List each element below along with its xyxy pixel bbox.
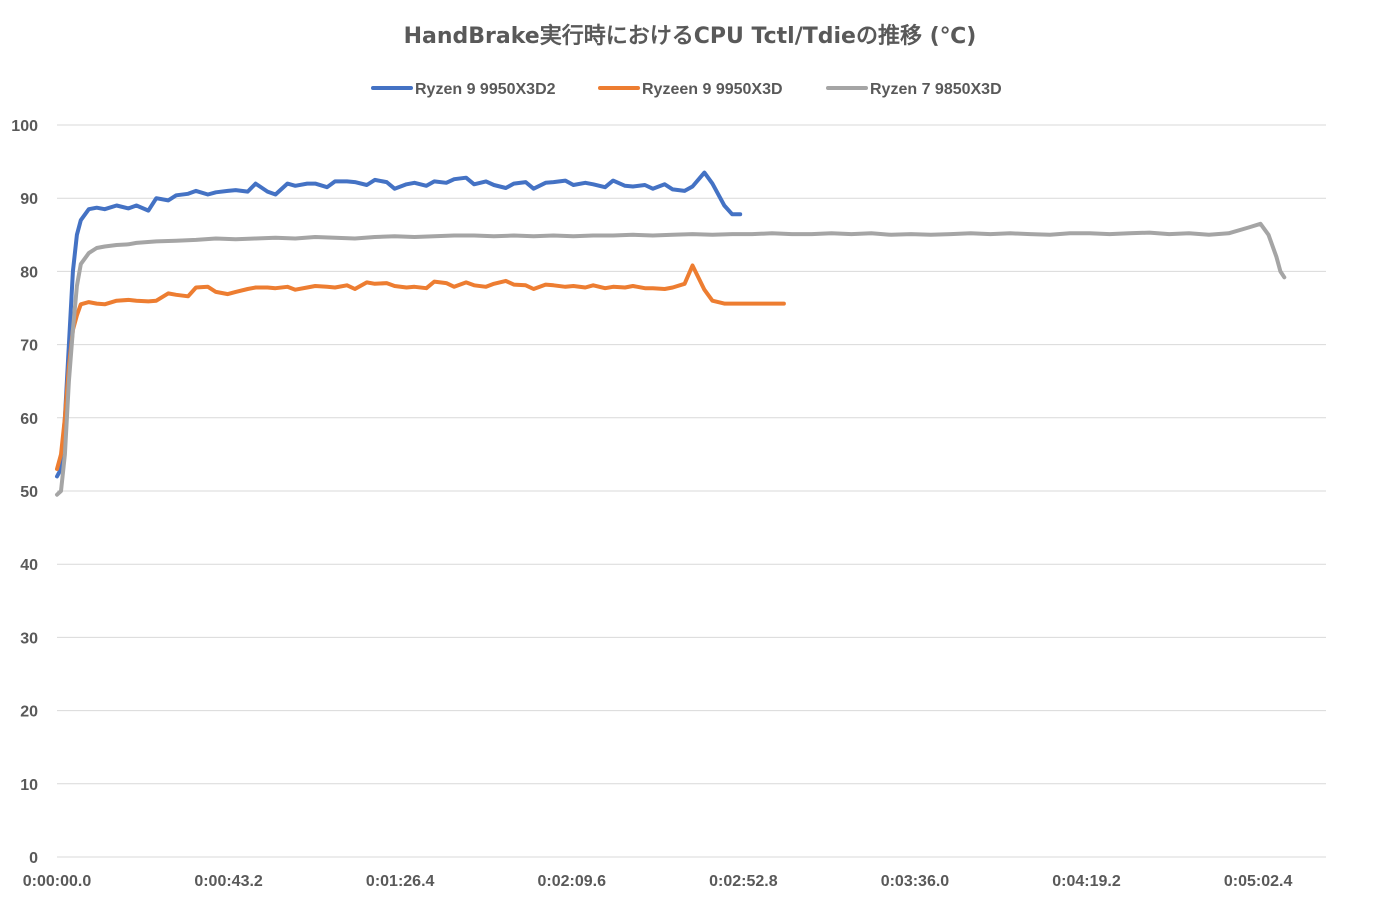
x-tick-label: 0:02:09.6 [538,873,607,890]
legend: Ryzen 9 9950X3D2 Ryzeen 9 9950X3D Ryzen 7 … [371,81,1002,98]
series-line [55,263,786,471]
x-tick-label: 0:00:43.2 [194,873,263,890]
legend-label: Ryzen 9 9950X3D2 [415,81,556,98]
x-axis-ticks: 0:00:00.0 0:00:43.2 0:01:26.4 0:02:09.6 0:02… [23,873,1293,890]
x-tick-label: 0:04:19.2 [1052,873,1121,890]
y-tick-label: 100 [11,118,38,135]
y-tick-label: 10 [20,777,38,794]
x-tick-label: 0:03:36.0 [881,873,950,890]
y-axis-ticks: 0 10 20 30 40 50 60 70 80 90 100 [11,118,38,867]
y-tick-label: 50 [20,484,38,501]
series-line [55,221,1287,497]
y-tick-label: 0 [29,850,38,867]
chart-title: HandBrake実行時におけるCPU Tctl/Tdieの推移 (℃) [404,23,977,49]
legend-label: Ryzen 7 9850X3D [870,81,1002,98]
x-tick-label: 0:02:52.8 [709,873,778,890]
y-tick-label: 60 [20,411,38,428]
y-tick-label: 90 [20,191,38,208]
series-lines [55,170,1287,497]
x-tick-label: 0:05:02.4 [1224,873,1293,890]
legend-label: Ryzeen 9 9950X3D [642,81,783,98]
y-tick-label: 30 [20,630,38,647]
y-tick-label: 20 [20,704,38,721]
x-tick-label: 0:00:00.0 [23,873,92,890]
y-tick-label: 70 [20,338,38,355]
y-tick-label: 80 [20,264,38,281]
gridlines [57,124,1326,858]
y-tick-label: 40 [20,557,38,574]
x-tick-label: 0:01:26.4 [366,873,435,890]
series-line [55,170,743,479]
